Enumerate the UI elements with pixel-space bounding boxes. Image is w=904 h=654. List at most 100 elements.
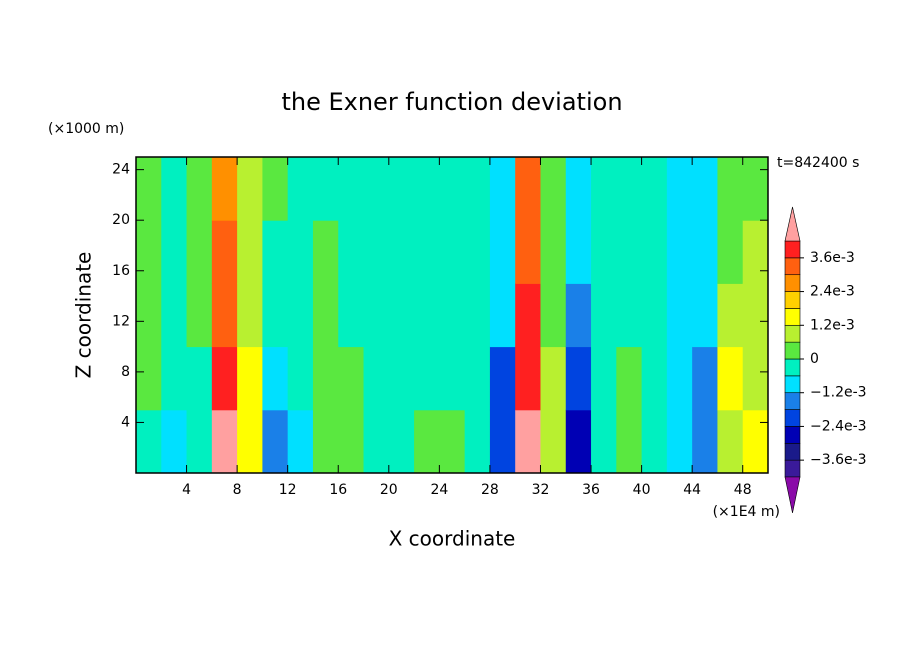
field-cell — [692, 220, 718, 284]
colorbar-label: 2.4e-3 — [810, 284, 855, 300]
field-cell — [717, 346, 744, 411]
field-cell — [312, 157, 339, 221]
field-cell — [237, 409, 263, 474]
field-cell — [363, 157, 390, 221]
colorbar-box — [784, 324, 801, 343]
field-cell — [237, 346, 263, 411]
field-cell — [591, 346, 617, 411]
field-cell — [439, 157, 466, 221]
field-cell — [616, 157, 643, 221]
field-cell — [439, 220, 466, 284]
field-cell — [312, 346, 339, 411]
x-tick-label: 40 — [633, 482, 651, 498]
field-cell — [363, 220, 390, 284]
field-cell — [666, 157, 693, 221]
x-axis-label: X coordinate — [389, 527, 516, 551]
field-cell — [641, 283, 668, 348]
field-cell — [161, 409, 188, 474]
field-cell — [515, 220, 541, 284]
field-cell — [641, 157, 668, 221]
field-cell — [186, 346, 213, 411]
field-cell — [136, 220, 162, 284]
field-cell — [287, 157, 314, 221]
field-cell — [616, 409, 643, 474]
field-cell — [591, 409, 617, 474]
field-cell — [388, 283, 415, 348]
field-cell — [211, 283, 238, 348]
x-tick-label: 12 — [279, 482, 297, 498]
field-cell — [692, 409, 718, 474]
field-cell — [161, 283, 188, 348]
field-cell — [414, 346, 440, 411]
colorbar-box — [784, 375, 801, 394]
field-cell — [616, 283, 643, 348]
field-cell — [136, 283, 162, 348]
colorbar-box — [784, 257, 801, 276]
y-unit: (×1000 m) — [48, 121, 124, 137]
field-cell — [641, 409, 668, 474]
field-cell — [287, 283, 314, 348]
field-cell — [717, 409, 744, 474]
x-tick-label: 8 — [233, 482, 242, 498]
field-cell — [136, 157, 162, 221]
colorbar-label: 0 — [810, 351, 819, 367]
colorbar-box — [784, 240, 801, 259]
field-cell — [464, 283, 491, 348]
colorbar-box — [784, 459, 801, 478]
field-cell — [338, 409, 365, 474]
colorbar-extend-low — [784, 476, 801, 514]
y-tick-label: 24 — [112, 162, 130, 178]
field-cell — [464, 346, 491, 411]
x-tick-label: 48 — [734, 482, 752, 498]
field-cell — [439, 409, 466, 474]
field-cell — [262, 346, 289, 411]
colorbar-box — [784, 426, 801, 444]
x-tick-label: 32 — [532, 482, 550, 498]
field-cell — [287, 409, 314, 474]
y-tick-label: 20 — [112, 212, 130, 228]
field-cell — [540, 283, 567, 348]
field-cell — [161, 220, 188, 284]
field-cell — [136, 409, 162, 474]
colorbar-extend-high — [784, 206, 801, 242]
field-cell — [666, 346, 693, 411]
y-tick-label: 12 — [112, 313, 130, 329]
field-cell — [489, 409, 516, 474]
x-tick-label: 16 — [329, 482, 347, 498]
colorbar-box — [784, 358, 801, 377]
field-cell — [388, 157, 415, 221]
field-cell — [388, 220, 415, 284]
field-cell — [515, 157, 541, 221]
field-cell — [161, 157, 188, 221]
y-tick-label: 4 — [121, 414, 130, 430]
y-axis-label: Z coordinate — [72, 252, 96, 379]
field-cell — [439, 346, 466, 411]
colorbar-label: −2.4e-3 — [810, 418, 867, 434]
field-cell — [666, 283, 693, 348]
field-cell — [211, 409, 238, 474]
field-cell — [439, 283, 466, 348]
field-cell — [338, 346, 365, 411]
field-cell — [540, 220, 567, 284]
field-cell — [211, 157, 238, 221]
field-cell — [262, 220, 289, 284]
field-cell — [692, 283, 718, 348]
field-cell — [388, 409, 415, 474]
field-cell — [742, 157, 769, 221]
field-cell — [262, 157, 289, 221]
field-cell — [641, 346, 668, 411]
colorbar-label: 1.2e-3 — [810, 317, 855, 333]
field-cell — [363, 409, 390, 474]
field-cell — [363, 283, 390, 348]
field-cell — [287, 220, 314, 284]
field-cell — [540, 346, 567, 411]
colorbar-label: −1.2e-3 — [810, 385, 867, 401]
field-cell — [717, 220, 744, 284]
field-cell — [338, 220, 365, 284]
field-cell — [666, 409, 693, 474]
field-cell — [515, 283, 541, 348]
field-cell — [666, 220, 693, 284]
colorbar-box — [784, 291, 801, 309]
